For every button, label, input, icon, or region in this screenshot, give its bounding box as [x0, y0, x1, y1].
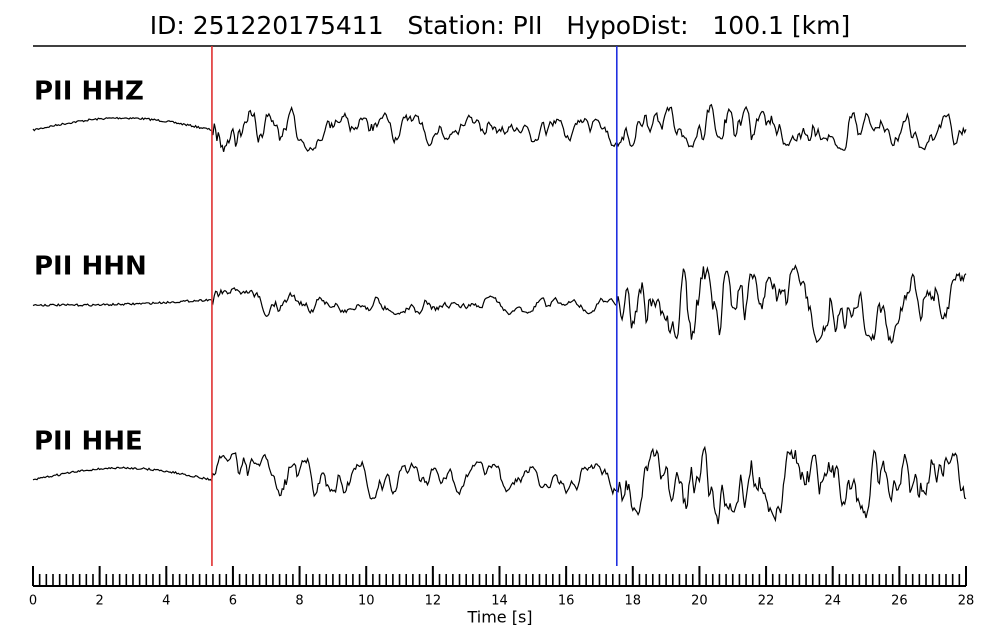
waveform — [32, 445, 967, 525]
x-tick-label: 4 — [162, 594, 170, 609]
x-tick-label: 18 — [625, 594, 642, 609]
x-tick-label: 20 — [691, 594, 708, 609]
channel-label: PII HHE — [34, 427, 143, 457]
x-tick-label: 6 — [229, 594, 237, 609]
x-tick-label: 10 — [358, 594, 375, 609]
x-tick-label: 12 — [425, 594, 442, 609]
x-tick-label: 16 — [558, 594, 575, 609]
waveform — [32, 264, 967, 345]
x-tick-label: 28 — [958, 594, 975, 609]
chart-title: ID: 251220175411 Station: PII HypoDist: … — [150, 11, 851, 40]
channel-label: PII HHN — [34, 252, 147, 282]
x-tick-label: 22 — [758, 594, 775, 609]
x-axis-label: Time [s] — [466, 608, 532, 627]
x-tick-label: 14 — [491, 594, 508, 609]
x-tick-label: 2 — [96, 594, 104, 609]
x-tick-label: 0 — [29, 594, 37, 609]
x-tick-label: 24 — [824, 594, 841, 609]
x-tick-label: 26 — [891, 594, 908, 609]
channel-label: PII HHZ — [34, 77, 144, 107]
waveform — [32, 103, 967, 152]
x-tick-label: 8 — [295, 594, 303, 609]
